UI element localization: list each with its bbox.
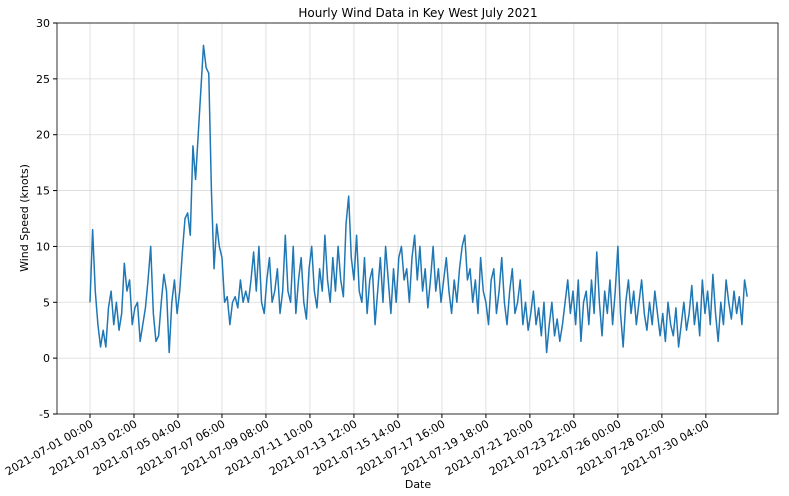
data-line — [89, 44, 748, 354]
y-tick-label: 25 — [36, 73, 50, 86]
y-tick-label: 10 — [36, 240, 50, 253]
y-axis-label: Wind Speed (knots) — [18, 164, 31, 272]
y-tick-label: 5 — [43, 296, 50, 309]
chart-title: Hourly Wind Data in Key West July 2021 — [298, 6, 537, 20]
y-tick-label: 30 — [36, 17, 50, 30]
y-tick-label: -5 — [39, 408, 50, 421]
plot-frame — [56, 22, 779, 415]
y-tick-label: 20 — [36, 129, 50, 142]
x-axis-label: Date — [405, 478, 432, 491]
y-tick-label: 0 — [43, 352, 50, 365]
y-tick-label: 15 — [36, 185, 50, 198]
